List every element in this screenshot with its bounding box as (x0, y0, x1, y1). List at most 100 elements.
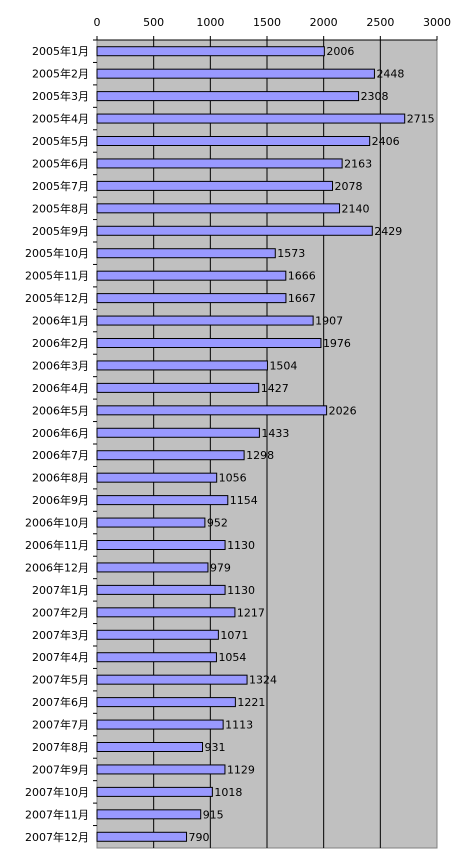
category-label: 2005年4月 (32, 112, 89, 126)
data-label: 1573 (277, 247, 305, 260)
bar (96, 270, 287, 281)
x-tick-label: 3000 (423, 16, 451, 29)
data-label: 931 (205, 741, 226, 754)
x-tick-label: 1500 (253, 16, 281, 29)
data-label: 2006 (326, 45, 354, 58)
category-label: 2006年2月 (32, 336, 89, 350)
category-label: 2006年11月 (25, 538, 89, 552)
data-label: 1221 (237, 696, 265, 709)
bar (96, 180, 334, 191)
data-label: 1427 (261, 382, 289, 395)
category-label: 2005年8月 (32, 201, 89, 215)
category-label: 2007年3月 (32, 628, 89, 642)
bar (96, 136, 371, 146)
bar (96, 607, 236, 618)
bar (96, 293, 287, 304)
category-label: 2006年4月 (32, 381, 89, 395)
data-label: 979 (210, 561, 231, 574)
category-label: 2007年12月 (25, 830, 89, 844)
category-label: 2006年5月 (32, 403, 89, 417)
data-label: 1113 (225, 719, 253, 732)
category-label: 2006年7月 (32, 448, 89, 462)
data-label: 2078 (335, 180, 363, 193)
data-label: 1071 (220, 629, 248, 642)
bar (96, 697, 236, 708)
bar (96, 405, 328, 416)
data-label: 1324 (249, 674, 277, 687)
data-label: 2448 (376, 68, 404, 81)
category-label: 2006年3月 (32, 358, 89, 372)
bar (96, 764, 226, 775)
data-label: 1054 (218, 651, 246, 664)
data-label: 2715 (407, 113, 435, 126)
bar (96, 203, 341, 214)
bar (96, 629, 219, 640)
bar (96, 225, 373, 236)
category-label: 2005年6月 (32, 156, 89, 170)
category-label: 2005年7月 (32, 179, 89, 193)
data-label: 1666 (288, 270, 316, 283)
data-label: 1130 (227, 539, 255, 552)
bar (96, 315, 314, 326)
category-label: 2007年2月 (32, 605, 89, 619)
category-label: 2007年5月 (32, 673, 89, 687)
data-label: 1667 (288, 292, 316, 305)
bar (96, 809, 202, 820)
bar (96, 786, 213, 797)
bar (96, 540, 226, 550)
bar (96, 46, 325, 57)
category-label: 2005年1月 (32, 44, 89, 58)
grid-lines (153, 40, 381, 848)
category-label: 2007年6月 (32, 695, 89, 709)
bar (96, 562, 209, 573)
bar (96, 360, 268, 371)
bar (96, 113, 406, 124)
bar (96, 584, 226, 595)
x-tick-label: 0 (94, 16, 101, 29)
x-tick-label: 2500 (366, 16, 394, 29)
bar (96, 831, 188, 842)
bar (96, 719, 224, 730)
data-label: 2429 (374, 225, 402, 238)
category-label: 2005年3月 (32, 89, 89, 103)
data-label: 1056 (219, 472, 247, 485)
category-label: 2006年10月 (25, 516, 89, 530)
bar (96, 248, 276, 259)
data-label: 1433 (261, 427, 289, 440)
data-label: 2163 (344, 157, 372, 170)
data-label: 1130 (227, 584, 255, 597)
bar (96, 91, 360, 102)
bars (96, 46, 406, 842)
category-label: 2005年12月 (25, 291, 89, 305)
bar (96, 338, 322, 348)
data-label: 2308 (361, 90, 389, 103)
bar (96, 68, 375, 79)
bar (96, 742, 204, 752)
category-label: 2006年6月 (32, 426, 89, 440)
bar (96, 472, 218, 483)
category-label: 2006年1月 (32, 314, 89, 328)
category-label: 2005年5月 (32, 134, 89, 148)
category-label: 2007年4月 (32, 650, 89, 664)
x-tick-label: 500 (143, 16, 164, 29)
data-label: 2140 (342, 202, 370, 215)
data-label: 2026 (329, 404, 357, 417)
category-labels: 2005年1月 2005年2月 2005年3月 2005年4月 2005年5月 2005年… (25, 39, 97, 844)
category-label: 2006年8月 (32, 471, 89, 485)
category-label: 2007年10月 (25, 785, 89, 799)
data-label: 1976 (323, 337, 351, 350)
x-tick-label: 1000 (196, 16, 224, 29)
category-label: 2005年11月 (25, 269, 89, 283)
data-label: 1154 (230, 494, 258, 507)
data-label: 1504 (269, 359, 297, 372)
bar (96, 674, 248, 685)
data-label: 915 (203, 808, 224, 821)
category-label: 2007年9月 (32, 762, 89, 776)
bar (96, 450, 245, 461)
category-label: 2005年9月 (32, 224, 89, 238)
bar (96, 382, 260, 393)
bar (96, 158, 343, 169)
data-label: 952 (207, 517, 228, 530)
category-label: 2006年9月 (32, 493, 89, 507)
